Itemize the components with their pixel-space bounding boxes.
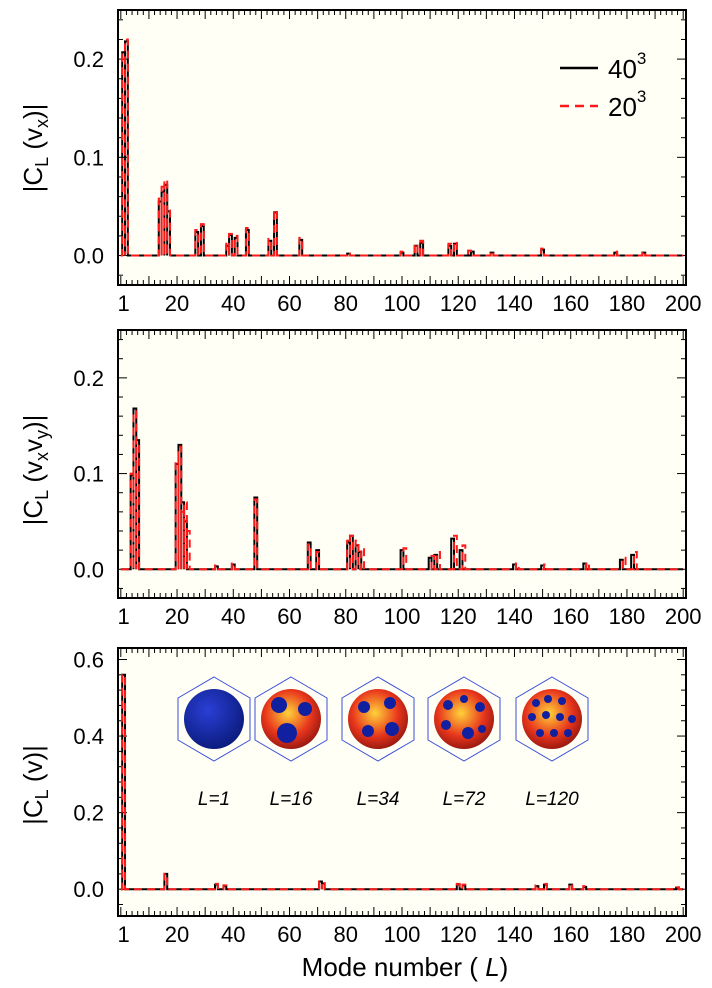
y-tick-label: 0.0 [73, 877, 104, 902]
inset-label: L=72 [443, 789, 486, 810]
y-tick-label: 0.1 [73, 145, 104, 170]
y-tick-label: 0.0 [73, 244, 104, 269]
x-tick-label: 180 [609, 604, 646, 629]
panel-v-frame [117, 647, 687, 917]
y-tick-label: 0.1 [73, 462, 104, 487]
x-tick-label: 200 [665, 604, 702, 629]
x-tick-label: 120 [440, 291, 477, 316]
x-tick-label: 140 [496, 291, 533, 316]
x-tick-label: 160 [552, 922, 589, 947]
inset-mode-1: L=1 [177, 676, 251, 810]
legend: 403 203 [560, 49, 646, 122]
y-tick-label: 0.4 [73, 724, 104, 749]
x-tick-label: 60 [277, 922, 301, 947]
x-tick-label: 160 [552, 291, 589, 316]
x-tick-label: 100 [384, 604, 421, 629]
legend-label-20: 203 [608, 87, 646, 122]
x-axis-label: Mode number ( L) [302, 952, 509, 982]
x-tick-label: 1 [117, 291, 129, 316]
x-tick-label: 20 [165, 291, 189, 316]
y-tick-label: 0.0 [73, 557, 104, 582]
sphere-icon [184, 689, 244, 749]
legend-label-40: 403 [608, 49, 646, 84]
inset-mode-120: L=120 [515, 676, 589, 810]
series-20-line [120, 410, 684, 571]
x-tick-label: 1 [117, 604, 129, 629]
insets: L=1 L=16 L=34 [177, 676, 589, 810]
inset-label: L=16 [270, 789, 313, 810]
series-20-line [120, 673, 684, 891]
y-tick-label: 0.2 [73, 366, 104, 391]
inset-label: L=34 [357, 789, 400, 810]
panel-vx-frame [117, 9, 687, 286]
series-20-line [120, 38, 684, 257]
x-tick-label: 60 [277, 291, 301, 316]
inset-mode-16: L=16 [254, 676, 328, 810]
x-tick-label: 200 [665, 922, 702, 947]
x-tick-label: 140 [496, 604, 533, 629]
panel-vxvy-series [120, 407, 684, 571]
x-tick-label: 80 [334, 291, 358, 316]
y-tick-label: 0.2 [73, 801, 104, 826]
x-tick-label: 200 [665, 291, 702, 316]
panel-vxvy-ylabel: |CL (vxvy)| [18, 415, 52, 526]
sphere-icon [348, 689, 408, 749]
x-tick-label: 20 [165, 604, 189, 629]
x-tick-label: 60 [277, 604, 301, 629]
panel-v: 1 20 40 60 80 100 120 140 160 180 2000.00.20.40.6 … [18, 647, 702, 982]
panel-vxvy-frame [117, 329, 687, 599]
x-tick-label: 140 [496, 922, 533, 947]
x-tick-label: 180 [609, 922, 646, 947]
panel-v-ylabel: |CL (v)| [18, 745, 52, 825]
panel-vx-series [120, 38, 684, 257]
x-tick-label: 120 [440, 922, 477, 947]
inset-label: L=1 [198, 789, 230, 810]
x-tick-label: 180 [609, 291, 646, 316]
x-tick-label: 100 [384, 922, 421, 947]
inset-mode-72: L=72 [427, 676, 501, 810]
panel-v-series [120, 673, 684, 891]
y-tick-label: 0.2 [73, 47, 104, 72]
x-tick-label: 80 [334, 604, 358, 629]
inset-label: L=120 [525, 789, 579, 810]
x-tick-label: 120 [440, 604, 477, 629]
x-tick-label: 160 [552, 604, 589, 629]
x-tick-label: 80 [334, 922, 358, 947]
x-tick-label: 20 [165, 922, 189, 947]
x-tick-label: 100 [384, 291, 421, 316]
panel-vx-ylabel: |CL (vx)| [18, 104, 52, 193]
inset-mode-34: L=34 [341, 676, 415, 810]
x-tick-label: 40 [221, 922, 245, 947]
x-tick-label: 40 [221, 291, 245, 316]
y-tick-label: 0.6 [73, 647, 104, 672]
x-tick-label: 1 [117, 922, 129, 947]
x-tick-label: 40 [221, 604, 245, 629]
